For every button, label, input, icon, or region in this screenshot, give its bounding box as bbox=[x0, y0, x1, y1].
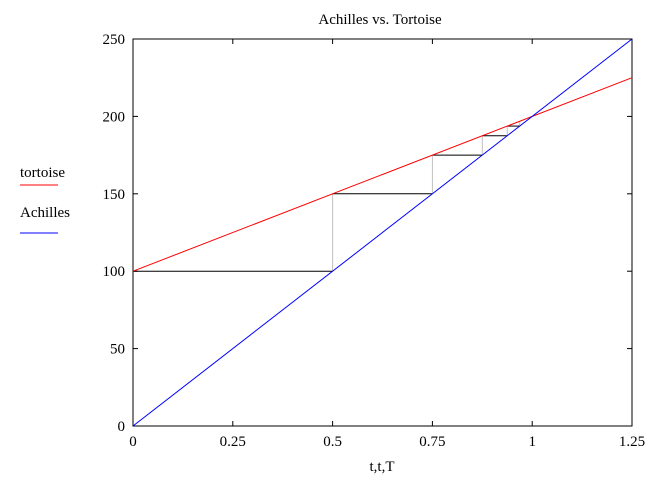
y-tick-label: 100 bbox=[103, 264, 126, 280]
x-axis-label: t,t,T bbox=[370, 459, 395, 475]
legend: tortoise Achilles bbox=[20, 165, 70, 234]
chart-title: Achilles vs. Tortoise bbox=[318, 12, 442, 28]
x-tick-label: 0 bbox=[129, 434, 137, 450]
plot-frame bbox=[132, 38, 633, 427]
axis-ticks bbox=[132, 38, 633, 427]
series-line-tortoise bbox=[132, 77, 633, 272]
x-tick-label: 0.5 bbox=[323, 434, 342, 450]
x-tick-label: 1.25 bbox=[619, 434, 645, 450]
y-tick-label: 200 bbox=[103, 109, 126, 125]
series-lines bbox=[132, 38, 633, 427]
y-tick-label: 250 bbox=[103, 32, 126, 48]
legend-label-achilles: Achilles bbox=[20, 205, 70, 221]
y-tick-label: 50 bbox=[110, 342, 125, 358]
y-tick-label: 0 bbox=[118, 419, 126, 435]
x-tick-label: 0.75 bbox=[419, 434, 445, 450]
series-line-achilles bbox=[132, 38, 633, 427]
y-tick-label: 150 bbox=[103, 187, 126, 203]
x-tick-label: 1 bbox=[528, 434, 536, 450]
y-tick-labels: 0 50 100 150 200 250 bbox=[103, 32, 126, 435]
legend-label-tortoise: tortoise bbox=[20, 165, 65, 181]
x-tick-label: 0.25 bbox=[220, 434, 246, 450]
staircase-segments bbox=[133, 121, 521, 272]
x-tick-labels: 0 0.25 0.5 0.75 1 1.25 bbox=[129, 434, 645, 450]
